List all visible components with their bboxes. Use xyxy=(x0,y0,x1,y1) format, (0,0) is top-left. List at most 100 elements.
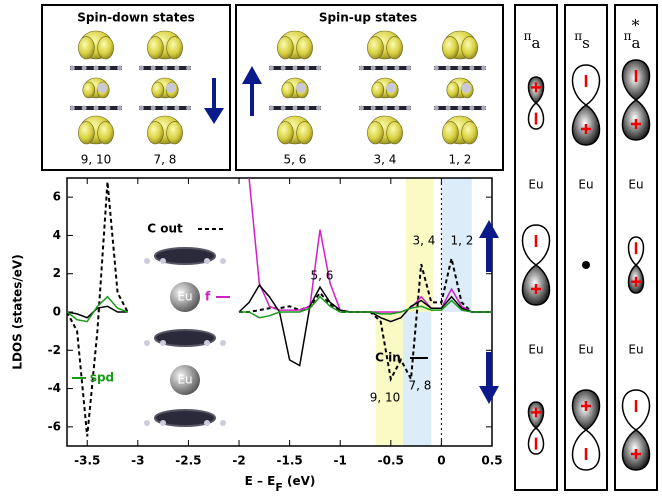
atom xyxy=(446,66,451,71)
atom xyxy=(139,106,144,111)
y-axis-label: LDOS (states/eV) xyxy=(11,254,25,369)
orbital-lobe xyxy=(297,37,313,59)
spin-down-box xyxy=(42,5,230,170)
atom xyxy=(269,106,274,111)
annotation: 9, 10 xyxy=(370,391,401,405)
orbital-title: πs xyxy=(574,29,590,53)
x-tick-label: -3 xyxy=(131,454,144,468)
state-label: 1, 2 xyxy=(449,153,472,167)
atom xyxy=(82,106,87,111)
atom xyxy=(174,106,179,111)
atom xyxy=(359,106,364,111)
atom xyxy=(117,106,122,111)
h-atom xyxy=(204,258,210,264)
atom-label: Eu xyxy=(528,178,543,192)
h-atom xyxy=(220,340,226,346)
atom xyxy=(174,66,179,71)
atom xyxy=(70,106,75,111)
atom xyxy=(383,66,388,71)
figure: Spin-down states Spin-up states 9, 10 7,… xyxy=(0,0,662,496)
orbital-lobe xyxy=(277,122,293,144)
atom xyxy=(469,106,474,111)
y-tick-label: -6 xyxy=(48,419,61,433)
h-atom xyxy=(204,420,210,426)
x-tick-label: -0.5 xyxy=(378,454,404,468)
eu-atom xyxy=(97,83,107,93)
orbital-superscript: * xyxy=(631,16,639,35)
state-label: 3, 4 xyxy=(374,153,397,167)
orbital-subscript: a xyxy=(631,34,640,52)
orbital-lobe xyxy=(167,122,183,144)
atom xyxy=(304,106,309,111)
legend-label: f xyxy=(205,290,211,304)
atom xyxy=(304,66,309,71)
atom xyxy=(406,66,411,71)
h-atom xyxy=(220,258,226,264)
plot: -3.5-3-2.5-2-1.5-1-0.500.5-6-4-20246E – … xyxy=(11,140,503,494)
orbital-symbol: π xyxy=(574,29,582,43)
atom xyxy=(163,106,168,111)
atom xyxy=(281,106,286,111)
h-atom xyxy=(144,258,150,264)
x-axis-label-part: (eV) xyxy=(283,474,316,488)
orbital-title: πa xyxy=(524,29,541,53)
x-tick-label: -1.5 xyxy=(276,454,302,468)
eu-atom xyxy=(296,83,306,93)
atom xyxy=(293,106,298,111)
x-tick-label: -3.5 xyxy=(74,454,100,468)
x-tick-label: 0.5 xyxy=(481,454,502,468)
annotation: 7, 8 xyxy=(409,379,432,393)
eu-atom xyxy=(461,83,471,93)
y-tick-label: 2 xyxy=(53,266,61,280)
atom xyxy=(394,106,399,111)
atom xyxy=(105,106,110,111)
annotation: 3, 4 xyxy=(413,234,436,248)
atom-label: Eu xyxy=(628,343,643,357)
atom xyxy=(186,106,191,111)
atom xyxy=(186,66,191,71)
atom xyxy=(458,66,463,71)
h-atom xyxy=(160,420,166,426)
state-label: 7, 8 xyxy=(154,153,177,167)
atom-label: Eu xyxy=(177,373,192,387)
atom xyxy=(481,106,486,111)
legend-label: C out xyxy=(147,222,183,236)
atom xyxy=(469,66,474,71)
atom xyxy=(151,66,156,71)
spin-arrow xyxy=(479,220,499,272)
atom xyxy=(434,66,439,71)
orbital-lobe xyxy=(387,122,403,144)
x-tick-label: -2 xyxy=(232,454,245,468)
orbital-lobe xyxy=(462,37,478,59)
orbital-lobe xyxy=(367,37,383,59)
node-dot xyxy=(582,261,590,269)
orbital-lobe xyxy=(372,82,384,98)
panel-title: Spin-up states xyxy=(319,11,417,25)
orbital-symbol: π xyxy=(524,29,532,43)
atom xyxy=(94,66,99,71)
atom xyxy=(269,66,274,71)
orbital-lobe xyxy=(277,37,293,59)
atom xyxy=(359,66,364,71)
orbital-lobe xyxy=(147,122,163,144)
atom xyxy=(82,66,87,71)
atom xyxy=(371,66,376,71)
atom xyxy=(163,66,168,71)
atom xyxy=(434,106,439,111)
eu-atom xyxy=(386,83,396,93)
atom xyxy=(316,106,321,111)
orbital-lobe xyxy=(152,82,164,98)
atom-label: Eu xyxy=(177,290,192,304)
orbital-panels: πaEuEuπsEuEuπ*aEuEu xyxy=(515,5,657,490)
state-label: 5, 6 xyxy=(284,153,307,167)
annotation: 5, 6 xyxy=(311,269,334,283)
h-atom xyxy=(144,340,150,346)
legend-label: C in xyxy=(375,351,401,365)
atom xyxy=(139,66,144,71)
x-tick-label: 0 xyxy=(437,454,445,468)
y-tick-label: 0 xyxy=(53,305,61,319)
atom xyxy=(105,66,110,71)
orbital-lobe xyxy=(387,37,403,59)
h-atom xyxy=(220,420,226,426)
spin-arrow xyxy=(242,66,262,116)
